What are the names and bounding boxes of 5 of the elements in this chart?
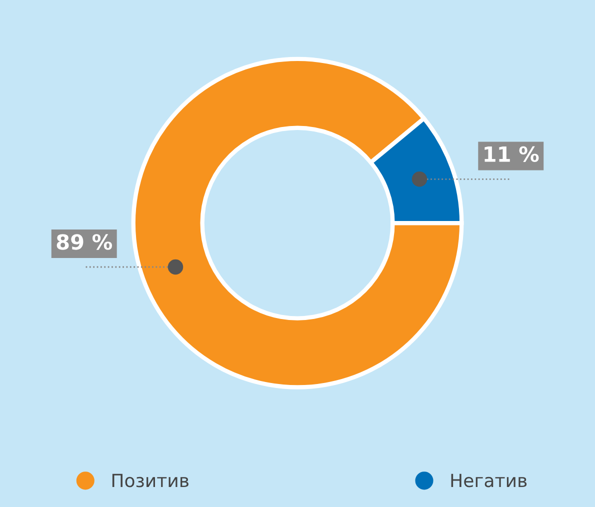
legend-label: Позитив (112, 474, 188, 488)
data-label: 11 % (484, 146, 539, 162)
donut-slice (131, 56, 464, 390)
legend-label: Негатив (451, 474, 527, 488)
data-label: 89 % (56, 234, 112, 250)
